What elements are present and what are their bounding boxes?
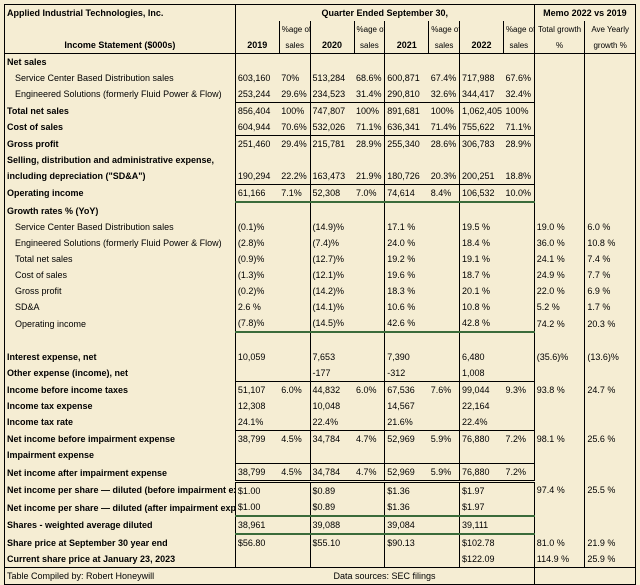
year-2021: 2021 [385, 21, 429, 54]
row-eps-after: Net income per share — diluted (after im… [5, 499, 636, 516]
footer-data-sources: Data sources: SEC filings [235, 568, 534, 585]
row-cost-of-sales: Cost of sales604,94470.6%532,02671.1%636… [5, 119, 636, 136]
growth-rates-label: Growth rates % (YoY) [5, 202, 236, 219]
row-other-expense: Other expense (income), net-177-3121,008 [5, 365, 636, 382]
row-g-gp: Gross profit(0.2)%(14.2)%18.3 %20.1 %22.… [5, 283, 636, 299]
year-2020: 2020 [310, 21, 354, 54]
row-g-tns: Total net sales(0.9)%(12.7)%19.2 %19.1 %… [5, 251, 636, 267]
row-eps-before: Net income per share — diluted (before i… [5, 482, 636, 500]
row-income-before-taxes: Income before income taxes51,1076.0%44,8… [5, 382, 636, 399]
row-es: Engineered Solutions (formerly Fluid Pow… [5, 86, 636, 103]
row-g-scbd: Service Center Based Distribution sales(… [5, 219, 636, 235]
row-net-income-before-impairment: Net income before impairment expense38,7… [5, 431, 636, 448]
quarter-header: Quarter Ended September 30, [235, 5, 534, 22]
footer-compiled-by: Table Compiled by: Robert Honeywill [5, 568, 236, 585]
row-g-oi: Operating income(7.8)%(14.5)%42.6 %42.8 … [5, 315, 636, 332]
net-sales-label: Net sales [5, 54, 236, 71]
company-name: Applied Industrial Technologies, Inc. [5, 5, 236, 22]
row-operating-income: Operating income61,1667.1%52,3087.0%74,6… [5, 185, 636, 203]
row-g-cos: Cost of sales(1.3)%(12.1)%19.6 %18.7 %24… [5, 267, 636, 283]
row-interest-expense: Interest expense, net10,0597,6537,3906,4… [5, 349, 636, 365]
row-total-net-sales: Total net sales856,404100%747,807100%891… [5, 103, 636, 120]
year-2019: 2019 [235, 21, 279, 54]
row-income-tax-rate: Income tax rate24.1%22.4%21.6%22.4% [5, 414, 636, 431]
row-share-price-sept30: Share price at September 30 year end$56.… [5, 534, 636, 551]
row-sda: including depreciation ("SD&A")190,29422… [5, 168, 636, 185]
income-statement-table: Applied Industrial Technologies, Inc. Qu… [4, 4, 636, 585]
row-current-share-price: Current share price at January 23, 2023$… [5, 551, 636, 568]
row-weighted-shares: Shares - weighted average diluted38,9613… [5, 516, 636, 534]
row-g-es: Engineered Solutions (formerly Fluid Pow… [5, 235, 636, 251]
row-income-tax-expense: Income tax expense12,30810,04814,56722,1… [5, 398, 636, 414]
year-2022: 2022 [459, 21, 503, 54]
statement-title: Income Statement ($000s) [5, 21, 236, 54]
row-impairment-expense: Impairment expense [5, 447, 636, 464]
memo-header: Memo 2022 vs 2019 [534, 5, 635, 22]
row-gross-profit: Gross profit251,46029.4%215,78128.9%255,… [5, 136, 636, 153]
row-scbd: Service Center Based Distribution sales6… [5, 70, 636, 86]
row-g-sda: SD&A2.6 %(14.1)%10.6 %10.8 %5.2 %1.7 % [5, 299, 636, 315]
row-net-income-after-impairment: Net income after impairment expense38,79… [5, 464, 636, 482]
